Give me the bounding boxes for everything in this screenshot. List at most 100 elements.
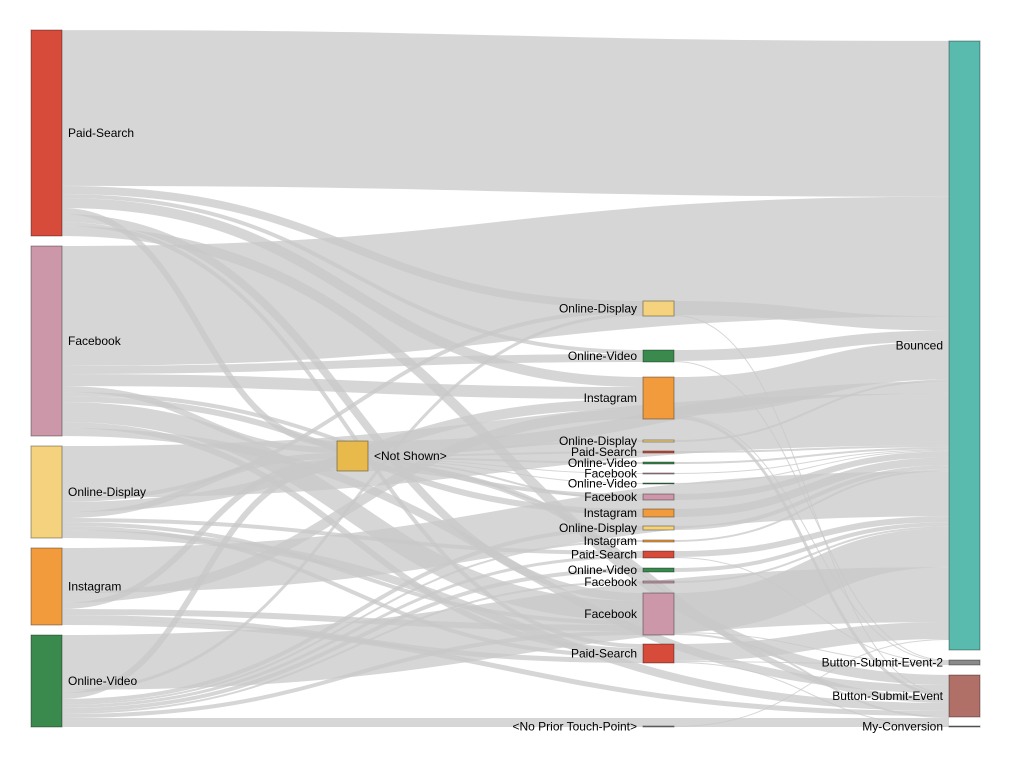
node-bar-s_ov[interactable]	[30, 634, 63, 728]
node-label-s_fb: Facebook	[68, 334, 122, 348]
link-m_ov5-to-bounced	[673, 522, 950, 572]
node-label-myc: My-Conversion	[862, 720, 943, 734]
link-s_fb-to-bounced	[61, 196, 950, 366]
node-bar-m_fb7[interactable]	[642, 592, 675, 636]
sankey-nodes: Paid-SearchFacebookOnline-DisplayInstagr…	[30, 29, 981, 734]
node-label-m_ps2: Paid-Search	[571, 445, 637, 459]
node-label-m_ov1: Online-Video	[568, 349, 637, 363]
link-ns-to-m_ov3	[367, 460, 644, 484]
node-m_ov1[interactable]: Online-Video	[568, 349, 675, 363]
node-bar-m_ps5[interactable]	[642, 550, 675, 559]
node-bar-m_od5[interactable]	[642, 525, 675, 531]
link-ns-to-m_fb4	[367, 461, 644, 500]
link-m_ov3-to-bounced	[673, 450, 950, 484]
node-m_ov3[interactable]: Online-Video	[568, 477, 675, 491]
link-m_ps7-to-bse	[673, 662, 950, 727]
link-s_ov-to-m_ov5	[61, 568, 644, 712]
link-np-to-bounced	[673, 639, 950, 727]
link-m_ov2-to-bounced	[673, 447, 950, 464]
node-bar-m_fb3[interactable]	[642, 472, 675, 475]
link-m_ps7-to-bse2	[673, 661, 950, 665]
node-m_fb7[interactable]: Facebook	[584, 592, 675, 636]
node-bar-bse2[interactable]	[948, 659, 981, 666]
link-m_fb6-to-bounced	[673, 526, 950, 583]
node-m_ov2[interactable]: Online-Video	[568, 456, 675, 470]
link-m_fb4-to-bounced	[673, 451, 950, 500]
node-bar-np[interactable]	[642, 725, 675, 728]
link-m_od5-to-bounced	[673, 465, 950, 530]
node-label-m_od1: Online-Display	[559, 302, 637, 316]
node-m_ig4[interactable]: Instagram	[584, 506, 675, 520]
node-bar-m_od1[interactable]	[642, 300, 675, 317]
link-ns-to-bse	[367, 465, 950, 703]
node-bar-m_fb6[interactable]	[642, 580, 675, 584]
node-label-s_ig: Instagram	[68, 580, 121, 594]
node-bar-s_fb[interactable]	[30, 245, 63, 437]
node-bar-m_od2[interactable]	[642, 439, 675, 443]
node-bar-bounced[interactable]	[948, 40, 981, 651]
node-m_od2[interactable]: Online-Display	[559, 434, 675, 448]
node-bar-m_ov3[interactable]	[642, 482, 675, 485]
node-bse2[interactable]: Button-Submit-Event-2	[822, 656, 981, 670]
link-s_ov-to-bounced	[61, 567, 950, 690]
node-label-m_fb6: Facebook	[584, 575, 638, 589]
link-ns-to-m_ov2	[367, 457, 644, 464]
node-m_fb6[interactable]: Facebook	[584, 575, 675, 589]
link-m_ig5-to-bounced	[673, 469, 950, 542]
node-bar-m_ig4[interactable]	[642, 508, 675, 518]
link-m_ov1-to-bounced	[673, 330, 950, 361]
node-label-m_ps5: Paid-Search	[571, 548, 637, 562]
link-m_ig4-to-bounced	[673, 457, 950, 517]
link-m_od2-to-bounced	[673, 379, 950, 442]
link-s_ov-to-m_fb7	[61, 631, 644, 718]
node-bar-s_ig[interactable]	[30, 547, 63, 626]
node-label-m_ov5: Online-Video	[568, 563, 637, 577]
node-m_fb3[interactable]: Facebook	[584, 467, 675, 481]
node-bar-myc[interactable]	[948, 725, 981, 728]
node-bar-m_ig5[interactable]	[642, 539, 675, 543]
node-m_ps5[interactable]: Paid-Search	[571, 548, 675, 562]
node-s_ov[interactable]: Online-Video	[30, 634, 137, 728]
node-m_ps7[interactable]: Paid-Search	[571, 643, 675, 664]
node-bse[interactable]: Button-Submit-Event	[832, 674, 981, 718]
node-bar-bse[interactable]	[948, 674, 981, 718]
node-label-m_ig5: Instagram	[584, 534, 637, 548]
node-bar-m_ps2[interactable]	[642, 450, 675, 454]
node-s_od[interactable]: Online-Display	[30, 445, 146, 539]
node-s_fb[interactable]: Facebook	[30, 245, 122, 437]
link-s_ov-to-m_fb6	[61, 581, 644, 714]
node-m_od5[interactable]: Online-Display	[559, 521, 675, 535]
node-bar-m_ov1[interactable]	[642, 349, 675, 363]
node-bounced[interactable]: Bounced	[896, 40, 981, 651]
node-bar-m_ig1[interactable]	[642, 376, 675, 420]
node-m_fb4[interactable]: Facebook	[584, 490, 675, 504]
node-np[interactable]: <No Prior Touch-Point>	[512, 720, 675, 734]
node-m_od1[interactable]: Online-Display	[559, 300, 675, 317]
node-label-ns: <Not Shown>	[374, 449, 447, 463]
node-label-s_ov: Online-Video	[68, 674, 137, 688]
node-bar-m_ov2[interactable]	[642, 461, 675, 465]
node-bar-m_ps7[interactable]	[642, 643, 675, 664]
link-s_fb-to-m_ig1	[61, 374, 644, 399]
node-m_ov5[interactable]: Online-Video	[568, 563, 675, 577]
node-m_ig1[interactable]: Instagram	[584, 376, 675, 420]
link-ns-to-m_ps2	[367, 451, 644, 457]
link-s_ov-to-m_od5	[61, 526, 644, 703]
node-label-m_fb4: Facebook	[584, 490, 638, 504]
node-bar-s_ps[interactable]	[30, 29, 63, 237]
node-m_ig5[interactable]: Instagram	[584, 534, 675, 548]
node-bar-s_od[interactable]	[30, 445, 63, 539]
node-bar-m_ov5[interactable]	[642, 567, 675, 573]
node-label-m_fb7: Facebook	[584, 607, 638, 621]
node-myc[interactable]: My-Conversion	[862, 720, 981, 734]
node-s_ig[interactable]: Instagram	[30, 547, 121, 626]
node-ns[interactable]: <Not Shown>	[336, 440, 447, 472]
node-m_ps2[interactable]: Paid-Search	[571, 445, 675, 459]
node-s_ps[interactable]: Paid-Search	[30, 29, 134, 237]
node-bar-m_fb4[interactable]	[642, 493, 675, 501]
link-m_ps7-to-bounced	[673, 622, 950, 661]
node-bar-ns[interactable]	[336, 440, 369, 472]
link-s_od-to-ns	[61, 453, 338, 518]
node-label-m_ig1: Instagram	[584, 391, 637, 405]
